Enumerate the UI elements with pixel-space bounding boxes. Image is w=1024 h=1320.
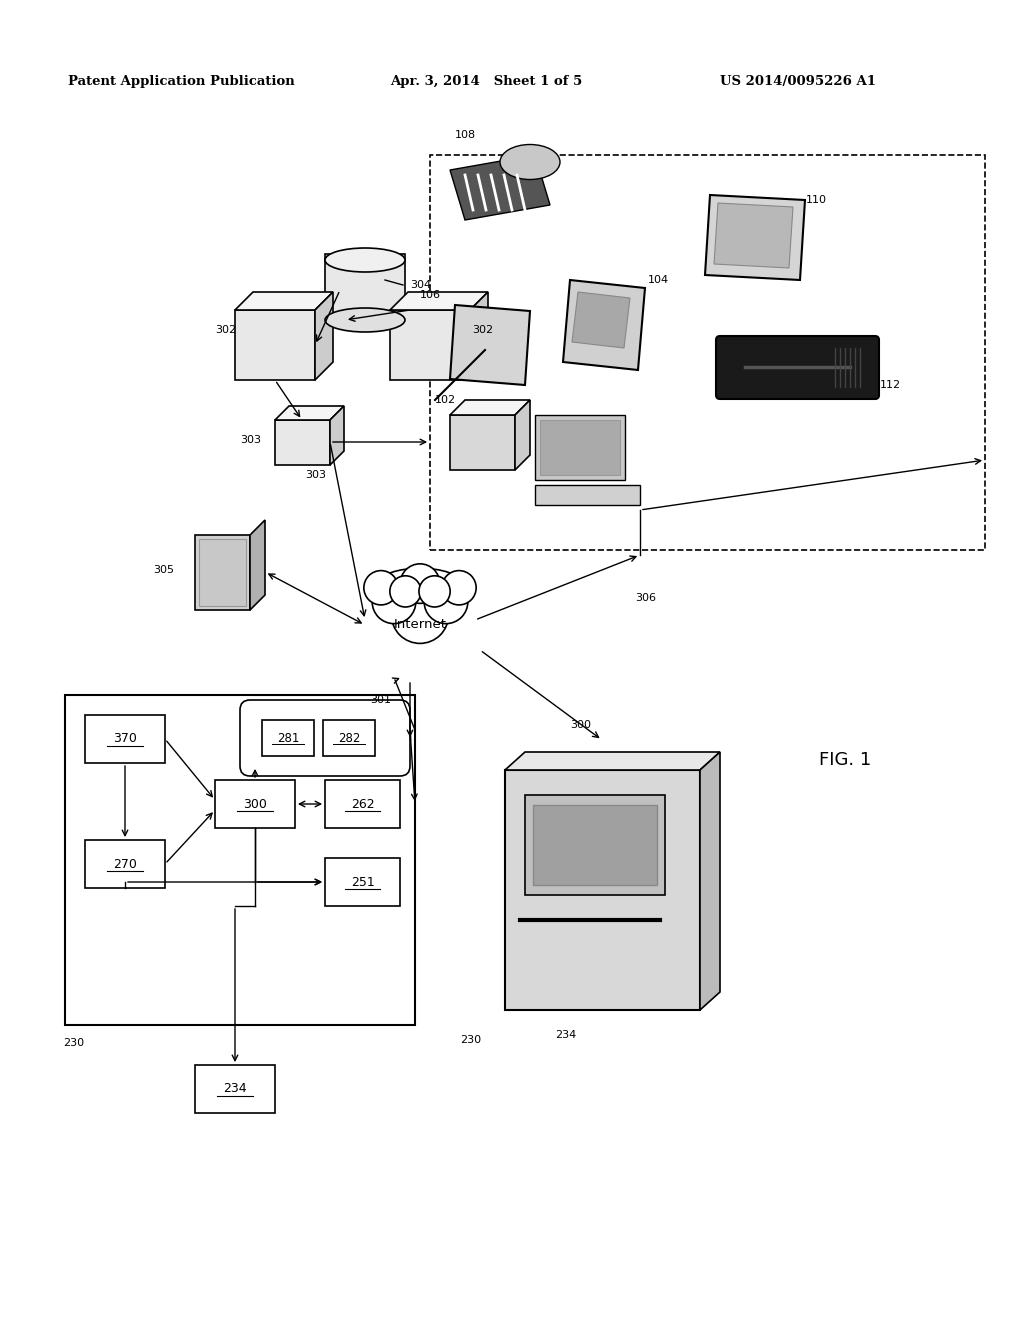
FancyBboxPatch shape xyxy=(525,795,665,895)
Text: 102: 102 xyxy=(435,395,456,405)
Polygon shape xyxy=(450,414,515,470)
Text: 302: 302 xyxy=(472,325,494,335)
FancyBboxPatch shape xyxy=(325,780,400,828)
Text: 306: 306 xyxy=(635,593,656,603)
Polygon shape xyxy=(450,154,550,220)
Text: 305: 305 xyxy=(153,565,174,576)
FancyBboxPatch shape xyxy=(534,805,657,884)
Polygon shape xyxy=(330,407,344,465)
Polygon shape xyxy=(505,770,700,1010)
FancyBboxPatch shape xyxy=(323,719,375,756)
Text: FIG. 1: FIG. 1 xyxy=(819,751,871,770)
Polygon shape xyxy=(700,752,720,1010)
FancyBboxPatch shape xyxy=(240,700,410,776)
Text: 304: 304 xyxy=(410,280,431,290)
Circle shape xyxy=(400,564,439,603)
Polygon shape xyxy=(234,292,333,310)
Polygon shape xyxy=(572,292,630,348)
Polygon shape xyxy=(390,310,470,380)
Circle shape xyxy=(372,579,416,623)
FancyBboxPatch shape xyxy=(262,719,314,756)
Text: 230: 230 xyxy=(63,1038,84,1048)
Text: Apr. 3, 2014   Sheet 1 of 5: Apr. 3, 2014 Sheet 1 of 5 xyxy=(390,75,583,88)
FancyBboxPatch shape xyxy=(430,154,985,550)
FancyBboxPatch shape xyxy=(716,337,879,399)
Circle shape xyxy=(424,579,468,623)
Polygon shape xyxy=(515,400,530,470)
Text: 110: 110 xyxy=(806,195,827,205)
Text: 281: 281 xyxy=(276,731,299,744)
FancyBboxPatch shape xyxy=(85,715,165,763)
Polygon shape xyxy=(705,195,805,280)
Text: 251: 251 xyxy=(350,875,375,888)
Ellipse shape xyxy=(325,248,406,272)
Polygon shape xyxy=(563,280,645,370)
Circle shape xyxy=(364,570,398,605)
Polygon shape xyxy=(234,310,315,380)
Circle shape xyxy=(441,570,476,605)
Polygon shape xyxy=(450,400,530,414)
Ellipse shape xyxy=(380,568,461,597)
Text: 301: 301 xyxy=(370,696,391,705)
FancyBboxPatch shape xyxy=(535,414,625,480)
Polygon shape xyxy=(714,203,793,268)
Polygon shape xyxy=(275,407,344,420)
FancyBboxPatch shape xyxy=(65,696,415,1026)
Text: US 2014/0095226 A1: US 2014/0095226 A1 xyxy=(720,75,876,88)
Text: 370: 370 xyxy=(113,733,137,746)
Text: 234: 234 xyxy=(223,1082,247,1096)
Text: 302: 302 xyxy=(215,325,237,335)
Polygon shape xyxy=(450,305,530,385)
Polygon shape xyxy=(275,420,330,465)
Text: 112: 112 xyxy=(880,380,901,389)
Text: 234: 234 xyxy=(555,1030,577,1040)
Text: 303: 303 xyxy=(240,436,261,445)
Polygon shape xyxy=(199,539,246,606)
Polygon shape xyxy=(390,292,488,310)
Polygon shape xyxy=(470,292,488,380)
FancyBboxPatch shape xyxy=(85,840,165,888)
Polygon shape xyxy=(195,535,250,610)
Ellipse shape xyxy=(500,144,560,180)
Text: 230: 230 xyxy=(460,1035,481,1045)
Text: 262: 262 xyxy=(350,797,375,810)
Text: 303: 303 xyxy=(305,470,326,480)
Ellipse shape xyxy=(325,308,406,333)
Text: 300: 300 xyxy=(243,797,267,810)
Polygon shape xyxy=(315,292,333,380)
FancyBboxPatch shape xyxy=(535,484,640,506)
Text: 106: 106 xyxy=(420,290,441,300)
FancyBboxPatch shape xyxy=(540,420,620,475)
Polygon shape xyxy=(505,752,720,770)
Circle shape xyxy=(390,576,421,607)
Polygon shape xyxy=(250,520,265,610)
FancyBboxPatch shape xyxy=(325,253,406,314)
FancyBboxPatch shape xyxy=(195,1065,275,1113)
Text: 270: 270 xyxy=(113,858,137,870)
FancyBboxPatch shape xyxy=(325,858,400,906)
Text: 108: 108 xyxy=(455,129,476,140)
Text: Internet: Internet xyxy=(393,619,446,631)
Circle shape xyxy=(419,576,451,607)
Text: 300: 300 xyxy=(570,719,591,730)
Text: 282: 282 xyxy=(338,731,360,744)
Circle shape xyxy=(391,586,449,643)
FancyBboxPatch shape xyxy=(215,780,295,828)
Text: 104: 104 xyxy=(648,275,669,285)
Text: Patent Application Publication: Patent Application Publication xyxy=(68,75,295,88)
